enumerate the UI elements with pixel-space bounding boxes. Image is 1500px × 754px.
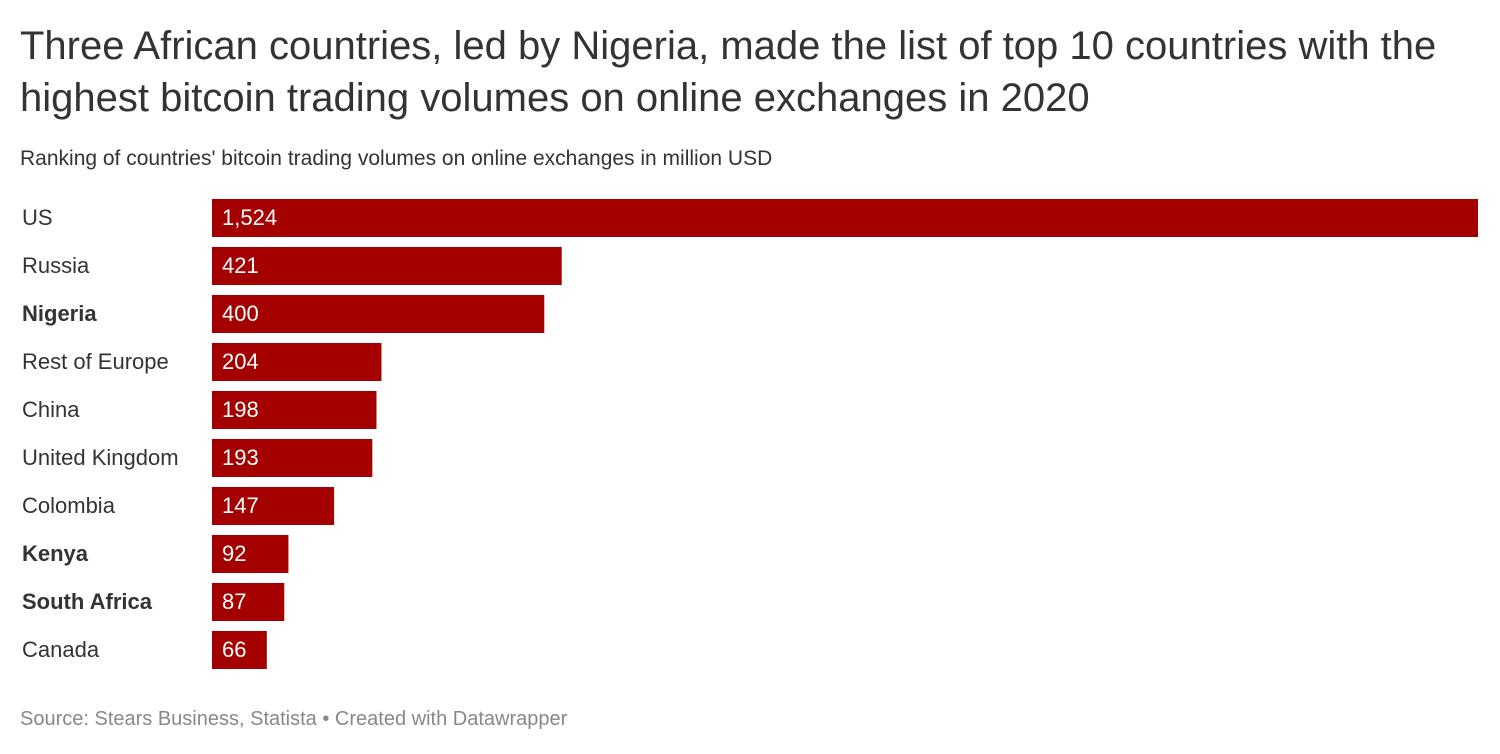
- category-label: South Africa: [22, 589, 153, 614]
- category-label: US: [22, 205, 53, 230]
- category-label: Russia: [22, 253, 90, 278]
- value-label: 87: [222, 589, 246, 614]
- chart: US 1,524 Russia 421 Nigeria 400 Rest of Europe…: [22, 199, 1478, 669]
- category-label: Canada: [22, 637, 100, 662]
- bar: [212, 295, 545, 333]
- category-label: Colombia: [22, 493, 116, 518]
- bar: [212, 343, 382, 381]
- value-label: 204: [222, 349, 259, 374]
- bar: [212, 439, 373, 477]
- chart-subtitle: Ranking of countries' bitcoin trading vo…: [20, 147, 773, 170]
- bar: [212, 487, 335, 525]
- bar: [212, 631, 267, 669]
- value-label: 66: [222, 637, 246, 662]
- source-note: Source: Stears Business, Statista • Crea…: [20, 708, 568, 730]
- bar: [212, 391, 377, 429]
- bar: [212, 247, 562, 285]
- category-label: Nigeria: [22, 301, 97, 326]
- value-label: 421: [222, 253, 259, 278]
- category-label: Rest of Europe: [22, 349, 169, 374]
- value-label: 92: [222, 541, 246, 566]
- category-label: United Kingdom: [22, 445, 179, 470]
- value-label: 147: [222, 493, 259, 518]
- bar: [212, 199, 1478, 237]
- bar: [212, 535, 289, 573]
- value-label: 400: [222, 301, 259, 326]
- bar: [212, 583, 285, 621]
- category-label: Kenya: [22, 541, 89, 566]
- value-label: 1,524: [222, 205, 277, 230]
- category-label: China: [22, 397, 80, 422]
- chart-title: Three African countries, led by Nigeria,…: [20, 24, 1437, 120]
- value-label: 198: [222, 397, 259, 422]
- value-label: 193: [222, 445, 259, 470]
